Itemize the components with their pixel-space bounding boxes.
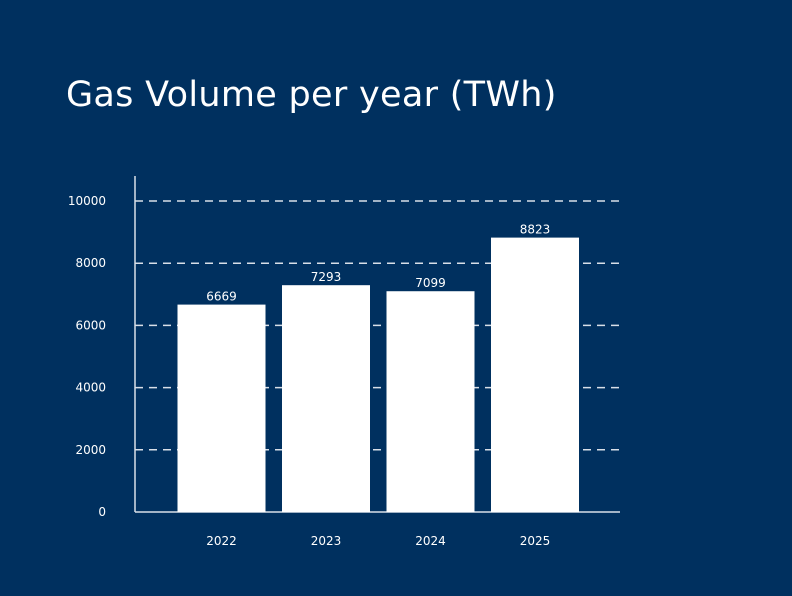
bar <box>491 237 579 512</box>
y-tick-label: 4000 <box>75 381 106 395</box>
bar-value-label: 8823 <box>520 223 551 237</box>
x-tick-label: 2023 <box>311 534 342 548</box>
y-tick-label: 6000 <box>75 318 106 332</box>
bar <box>386 291 475 512</box>
y-tick-label: 10000 <box>68 194 106 208</box>
y-tick-label: 8000 <box>75 256 106 270</box>
x-tick-label: 2024 <box>415 534 446 548</box>
chart-title: Gas Volume per year (TWh) <box>66 75 557 115</box>
y-tick-label: 2000 <box>75 443 106 457</box>
y-tick-label: 0 <box>98 505 106 519</box>
bar-value-label: 7099 <box>415 276 446 290</box>
x-tick-label: 2022 <box>206 534 237 548</box>
bar <box>282 285 370 512</box>
bar-value-label: 6669 <box>206 290 237 304</box>
bar-value-label: 7293 <box>311 270 342 284</box>
x-tick-label: 2025 <box>520 534 551 548</box>
bar <box>177 304 266 512</box>
